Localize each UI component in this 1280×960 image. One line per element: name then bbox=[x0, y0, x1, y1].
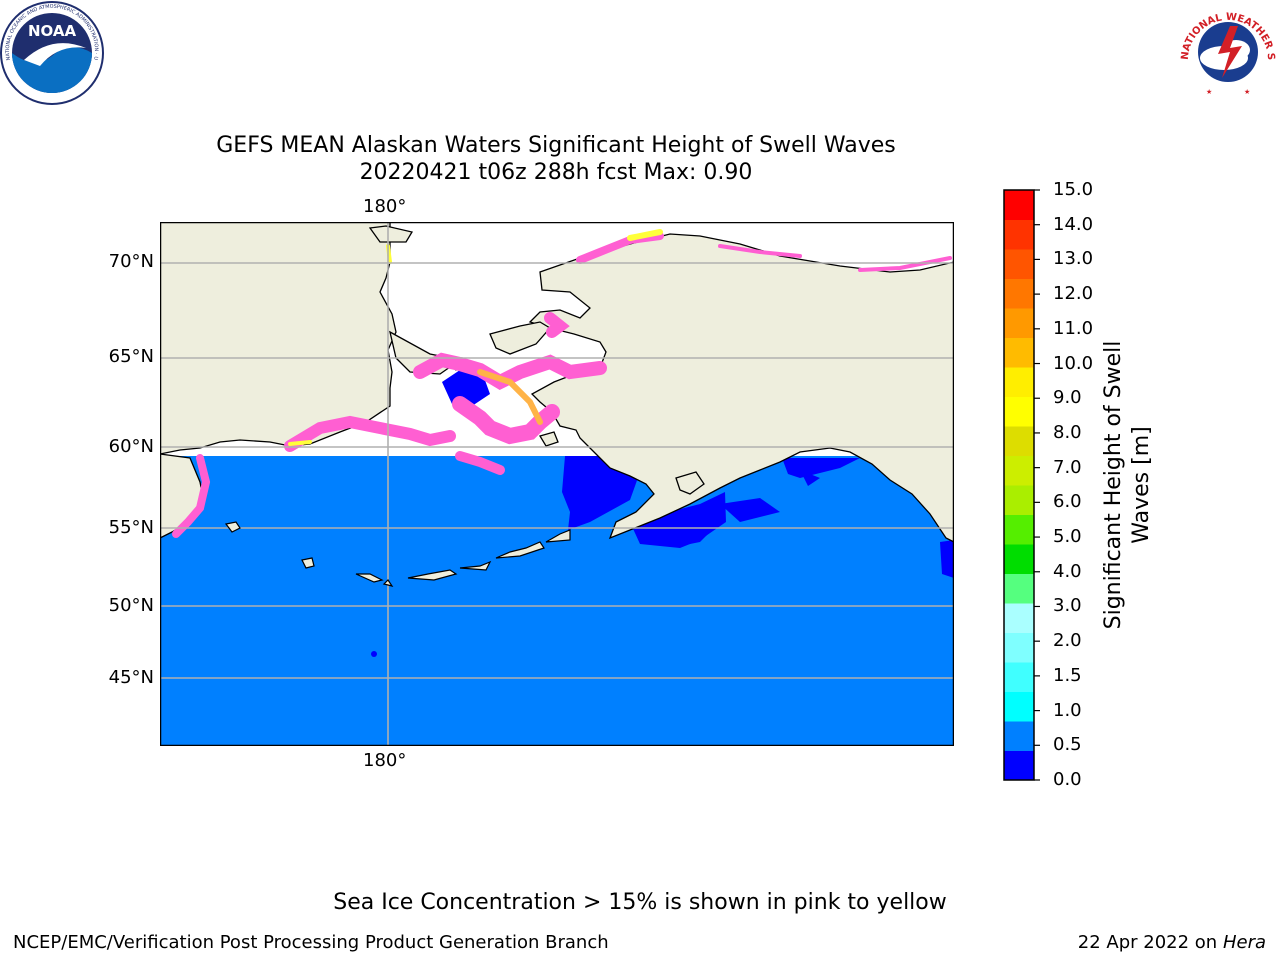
colorbar-bin bbox=[1004, 544, 1034, 574]
colorbar-tick-label: 1.0 bbox=[1053, 699, 1082, 721]
colorbar-tick-label: 1.5 bbox=[1053, 664, 1082, 686]
lat-label-50: 50°N bbox=[108, 595, 154, 616]
colorbar-bin bbox=[1004, 603, 1034, 633]
lat-label-55: 55°N bbox=[108, 517, 154, 538]
lat-label-70: 70°N bbox=[108, 251, 154, 272]
colorbar-tick-label: 11.0 bbox=[1053, 317, 1094, 339]
colorbar-bin bbox=[1004, 219, 1034, 250]
lat-label-45: 45°N bbox=[108, 667, 154, 688]
colorbar-tick-label: 9.0 bbox=[1053, 387, 1082, 409]
svg-text:★: ★ bbox=[1206, 88, 1212, 96]
colorbar-tick-label: 5.0 bbox=[1053, 526, 1082, 548]
colorbar-bin bbox=[1004, 632, 1034, 663]
colorbar-bin bbox=[1004, 455, 1034, 486]
wrangel-island bbox=[368, 225, 414, 243]
lon-label-top: 180° bbox=[363, 196, 407, 217]
colorbar-bin bbox=[1004, 426, 1034, 456]
colorbar-bin bbox=[1004, 337, 1034, 368]
colorbar-bin bbox=[1004, 573, 1034, 604]
seagull-icon bbox=[24, 43, 86, 66]
seward-peninsula bbox=[489, 321, 552, 355]
colorbar-bin bbox=[1004, 750, 1034, 781]
generated-date: 22 Apr 2022 on Hera bbox=[1077, 932, 1266, 953]
colorbar-tick-label: 14.0 bbox=[1053, 213, 1094, 235]
svg-text:★: ★ bbox=[1244, 88, 1250, 96]
colorbar-tick-label: 12.0 bbox=[1053, 283, 1094, 305]
colorbar-tick-label: 6.0 bbox=[1053, 491, 1082, 513]
colorbar-tick-label: 0.0 bbox=[1053, 769, 1082, 790]
colorbar-bin bbox=[1004, 662, 1034, 692]
machine-name: Hera bbox=[1222, 932, 1266, 953]
colorbar-tick-label: 7.0 bbox=[1053, 456, 1082, 478]
chart-subtitle: 20220421 t06z 288h fcst Max: 0.90 bbox=[359, 160, 753, 185]
land bbox=[160, 222, 954, 543]
lat-label-60: 60°N bbox=[108, 436, 154, 457]
colorbar-bin bbox=[1004, 396, 1034, 427]
colorbar-bin bbox=[1004, 691, 1034, 722]
colorbar-bin bbox=[1004, 485, 1034, 515]
colorbar-tick-label: 10.0 bbox=[1053, 352, 1094, 374]
noaa-logo-text: NOAA bbox=[28, 22, 77, 40]
nunivak-island bbox=[539, 431, 559, 447]
colorbar-bin bbox=[1004, 367, 1034, 397]
lat-label-65: 65°N bbox=[108, 346, 154, 367]
colorbar-bin bbox=[1004, 514, 1034, 545]
colorbar-bin bbox=[1004, 278, 1034, 309]
chukotka-siberia bbox=[160, 222, 397, 455]
colorbar-bin bbox=[1004, 190, 1034, 220]
sea-ice-note: Sea Ice Concentration > 15% is shown in … bbox=[333, 890, 947, 915]
colorbar-tick-label: 2.0 bbox=[1053, 630, 1082, 652]
noaa-logo: NOAA NATIONAL OCEANIC AND ATMOSPHERIC AD… bbox=[0, 0, 104, 105]
colorbar-tick-label: 3.0 bbox=[1053, 595, 1082, 617]
colorbar-tick-label: 15.0 bbox=[1053, 179, 1094, 200]
colorbar-tick-label: 0.5 bbox=[1053, 734, 1082, 756]
kodiak-island bbox=[675, 471, 705, 495]
alaska bbox=[528, 233, 954, 543]
colorbar-bin bbox=[1004, 721, 1034, 751]
graticule bbox=[160, 222, 954, 746]
producer-credit: NCEP/EMC/Verification Post Processing Pr… bbox=[13, 932, 609, 953]
colorbar-tick-label: 8.0 bbox=[1053, 421, 1082, 443]
swell-height-map bbox=[160, 222, 954, 746]
colorbar-bin bbox=[1004, 308, 1034, 338]
colorbar-bin bbox=[1004, 249, 1034, 279]
lon-label-bottom: 180° bbox=[363, 750, 407, 771]
colorbar-tick-label: 13.0 bbox=[1053, 248, 1094, 270]
lightning-bolt-icon bbox=[1218, 26, 1242, 78]
sea-ice bbox=[172, 229, 952, 538]
colorbar-tick-label: 4.0 bbox=[1053, 560, 1082, 582]
nws-logo: NATIONAL WEATHER SERVICE ★ ★ bbox=[1178, 2, 1276, 100]
colorbar bbox=[1003, 189, 1040, 781]
aleutian-islands bbox=[224, 521, 571, 587]
chart-title: GEFS MEAN Alaskan Waters Significant Hei… bbox=[216, 133, 896, 158]
colorbar-title-text: Significant Height of Swell Waves [m] bbox=[1101, 340, 1154, 630]
